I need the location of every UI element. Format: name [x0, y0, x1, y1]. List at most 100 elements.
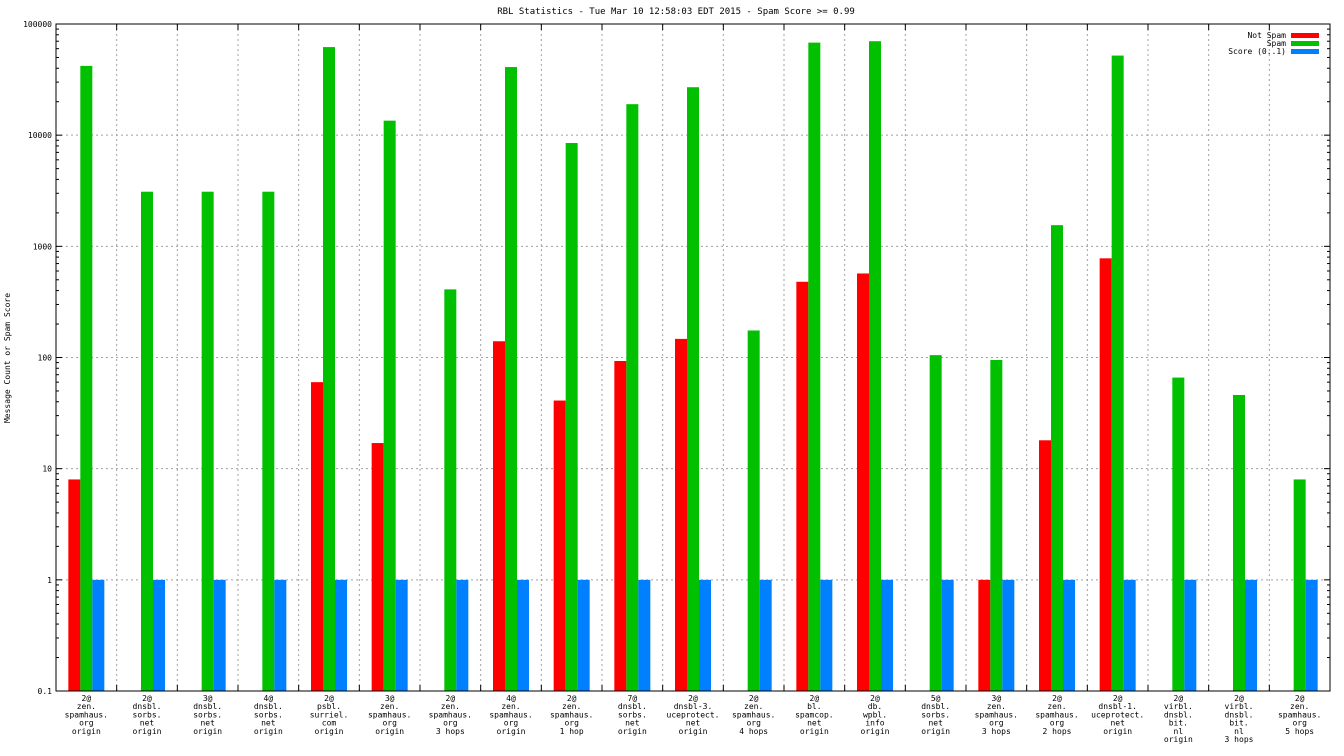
x-tick-label: spamhaus.	[1278, 710, 1321, 719]
x-tick-label: net	[807, 719, 822, 728]
x-tick-label: uceprotect.	[667, 710, 720, 719]
x-tick-label: spamhaus.	[489, 710, 532, 719]
x-tick-label: sorbs.	[921, 710, 950, 719]
x-tick-label: origin	[497, 727, 526, 736]
x-tick-label: origin	[1103, 727, 1132, 736]
bar-not-spam	[371, 443, 384, 691]
bar-score-0-1	[92, 579, 105, 691]
y-tick-label: 1000	[33, 242, 52, 251]
x-tick-label: 2@	[1295, 694, 1305, 703]
x-tick-label: 2@	[1113, 694, 1123, 703]
x-tick-label: 5 hops	[1285, 727, 1314, 736]
bar-score-0-1	[274, 579, 287, 691]
x-tick-label: origin	[921, 727, 950, 736]
x-tick-label: 2@	[688, 694, 698, 703]
bar-spam	[505, 67, 517, 691]
y-tick-label: 10000	[28, 131, 52, 140]
bar-score-0-1	[1123, 579, 1136, 691]
x-tick-label: org	[1050, 719, 1065, 728]
x-tick-label: 3 hops	[436, 727, 465, 736]
x-tick-label: origin	[375, 727, 404, 736]
bar-not-spam	[553, 400, 566, 691]
x-tick-label: 3@	[992, 694, 1002, 703]
x-tick-label: 2@	[1234, 694, 1244, 703]
x-tick-label: org	[79, 719, 94, 728]
bar-not-spam	[796, 281, 809, 691]
x-tick-label: 2@	[82, 694, 92, 703]
x-tick-label: spamhaus.	[65, 710, 108, 719]
bar-score-0-1	[1184, 579, 1197, 691]
x-tick-label: org	[443, 719, 458, 728]
x-tick-label: 2@	[1174, 694, 1184, 703]
x-tick-label: net	[140, 719, 155, 728]
bar-spam	[80, 65, 93, 691]
x-tick-label: com	[322, 719, 337, 728]
bar-score-0-1	[395, 579, 408, 691]
x-tick-label: dnsbl-1.	[1098, 702, 1137, 711]
bar-score-0-1	[335, 579, 347, 691]
bar-spam	[201, 191, 214, 691]
legend-swatch	[1291, 41, 1319, 46]
bar-spam	[383, 120, 396, 691]
x-tick-label: 2@	[1052, 694, 1062, 703]
bar-not-spam	[978, 579, 991, 691]
bar-spam	[626, 104, 639, 691]
x-tick-label: net	[928, 719, 943, 728]
bar-spam	[323, 47, 335, 692]
x-tick-label: psbl.	[317, 702, 341, 711]
x-tick-label: 2@	[324, 694, 334, 703]
bar-spam	[565, 143, 578, 691]
x-tick-label: origin	[133, 727, 162, 736]
bar-score-0-1	[699, 579, 711, 691]
x-tick-label: org	[382, 719, 397, 728]
bar-score-0-1	[941, 579, 954, 691]
bar-not-spam	[68, 479, 81, 691]
x-tick-label: zen.	[744, 702, 763, 711]
x-tick-label: zen.	[380, 702, 399, 711]
x-tick-label: 7@	[628, 694, 638, 703]
bar-not-spam	[857, 273, 869, 691]
bar-spam	[929, 355, 942, 691]
x-tick-label: spamhaus.	[550, 710, 593, 719]
x-axis-labels: 2@zen.spamhaus.orgorigin2@dnsbl.sorbs.ne…	[65, 694, 1322, 744]
x-tick-label: 3@	[203, 694, 213, 703]
bar-spam	[990, 359, 1003, 691]
x-tick-label: origin	[618, 727, 647, 736]
x-tick-label: net	[686, 719, 701, 728]
x-tick-label: db.	[868, 702, 882, 711]
x-tick-label: origin	[315, 727, 344, 736]
x-tick-label: zen.	[501, 702, 520, 711]
x-tick-label: 4@	[506, 694, 516, 703]
x-tick-label: dnsbl.	[1225, 710, 1254, 719]
x-tick-label: wpbl.	[863, 710, 887, 719]
x-tick-label: bit.	[1169, 719, 1188, 728]
x-tick-label: 2@	[810, 694, 820, 703]
x-tick-label: net	[261, 719, 276, 728]
bar-score-0-1	[820, 579, 833, 691]
x-tick-label: zen.	[77, 702, 96, 711]
bar-spam	[747, 330, 760, 691]
x-tick-label: bl.	[807, 702, 821, 711]
bar-score-0-1	[1063, 579, 1075, 691]
x-tick-label: 4 hops	[739, 727, 768, 736]
y-axis-ticks: 0.1 1 10 100 1000 10000 100000	[23, 20, 1330, 696]
bar-not-spam	[614, 361, 627, 691]
x-tick-label: info	[865, 719, 884, 728]
x-tick-label: dnsbl.	[193, 702, 222, 711]
y-axis-label: Message Count or Spam Score	[3, 293, 12, 423]
legend-swatch	[1291, 49, 1319, 54]
bar-spam	[1293, 479, 1306, 691]
bars	[68, 41, 1318, 692]
bar-score-0-1	[153, 579, 165, 691]
x-tick-label: sorbs.	[193, 710, 222, 719]
x-tick-label: 2 hops	[1043, 727, 1072, 736]
x-tick-label: spamhaus.	[429, 710, 472, 719]
x-tick-label: spamcop.	[795, 710, 834, 719]
x-tick-label: 4@	[264, 694, 274, 703]
x-tick-label: org	[504, 719, 519, 728]
y-tick-label: 1	[47, 576, 52, 585]
bar-score-0-1	[1002, 579, 1015, 691]
legend-label: Score (0..1)	[1228, 47, 1286, 56]
